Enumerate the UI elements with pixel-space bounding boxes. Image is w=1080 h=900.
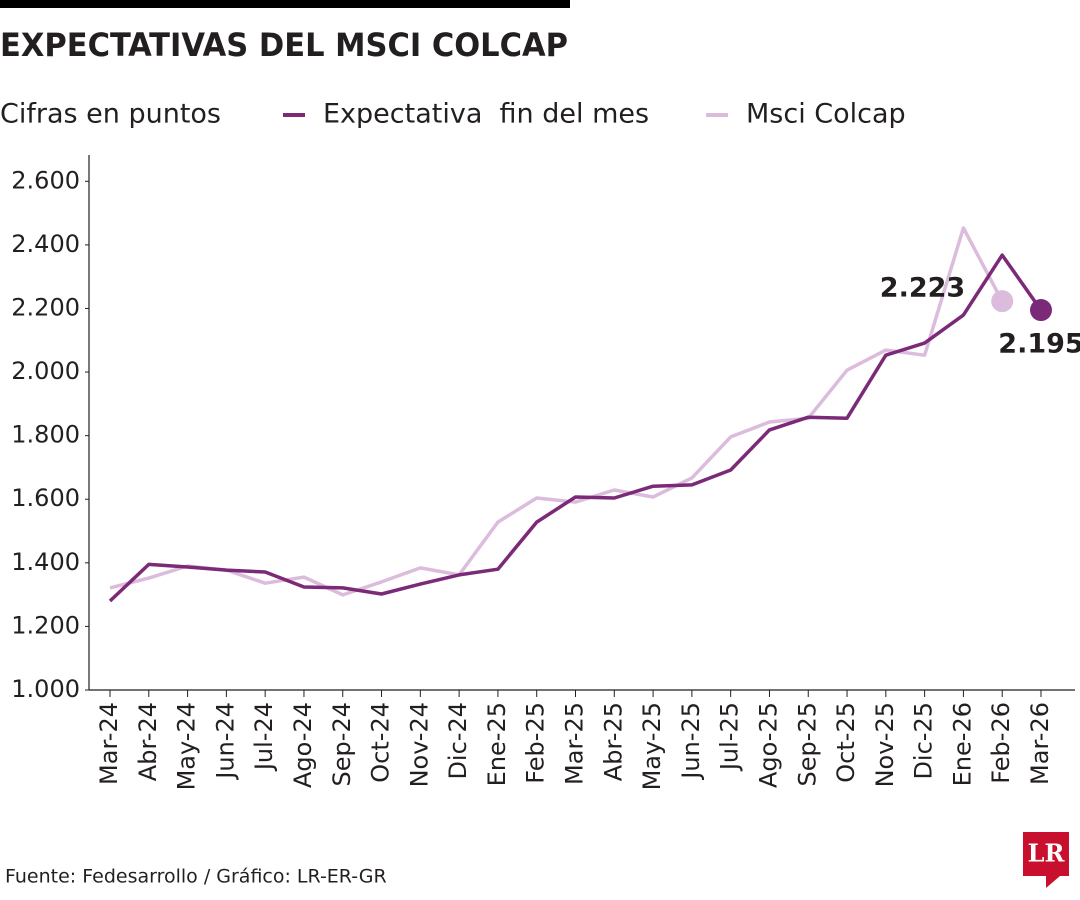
- x-tick-label: Feb-26: [987, 702, 1015, 784]
- y-tick-label: 1.800: [11, 421, 80, 449]
- x-tick-label: Abr-24: [134, 702, 162, 781]
- x-tick-label: Mar-24: [95, 702, 123, 785]
- x-tick-label: May-25: [638, 702, 666, 790]
- end-dot: [1030, 299, 1052, 322]
- series-line: [109, 226, 1004, 597]
- x-tick-label: Mar-25: [561, 702, 589, 785]
- x-tick-label: Sep-24: [328, 702, 356, 786]
- y-tick-label: 2.000: [11, 357, 80, 385]
- x-tick-label: Sep-25: [793, 702, 821, 786]
- y-tick-label: 1.000: [11, 675, 80, 703]
- x-tick-label: Abr-25: [599, 702, 627, 781]
- x-tick-label: Dic-24: [444, 702, 472, 780]
- x-tick-label: Dic-25: [910, 702, 938, 780]
- x-tick-label: Oct-25: [832, 702, 860, 783]
- x-tick-label: Mar-26: [1026, 702, 1054, 785]
- value-label: 2.223: [880, 273, 965, 304]
- logo-tail: [1046, 876, 1060, 888]
- top-bar: [0, 0, 570, 8]
- x-tick-label: Nov-25: [871, 702, 899, 787]
- x-tick-label: Jun-24: [211, 702, 239, 781]
- x-tick-label: Ago-24: [289, 702, 317, 788]
- logo: LR: [1028, 839, 1066, 868]
- x-tick-label: Jul-25: [716, 702, 744, 772]
- x-tick-label: May-24: [173, 702, 201, 790]
- chart-title: EXPECTATIVAS DEL MSCI COLCAP: [0, 26, 568, 64]
- x-tick-label: Ene-25: [483, 702, 511, 786]
- x-tick-label: Nov-24: [405, 702, 433, 787]
- y-tick-label: 2.600: [11, 166, 80, 194]
- x-tick-label: Ago-25: [754, 702, 782, 788]
- x-tick-label: Ene-26: [948, 702, 976, 786]
- y-tick-label: 1.600: [11, 484, 80, 512]
- legend-label: Msci Colcap: [746, 99, 906, 130]
- legend-label: Expectativa fin del mes: [323, 99, 649, 130]
- y-tick-label: 2.400: [11, 230, 80, 258]
- y-tick-label: 1.400: [11, 548, 80, 576]
- x-tick-label: Oct-24: [367, 702, 395, 783]
- y-tick-label: 2.200: [11, 293, 80, 321]
- x-tick-label: Jun-25: [677, 702, 705, 781]
- y-tick-label: 1.200: [11, 611, 80, 639]
- series-line: [108, 253, 1043, 603]
- end-dot: [991, 290, 1014, 313]
- x-tick-label: Feb-25: [522, 702, 550, 784]
- value-label: 2.195: [998, 329, 1080, 360]
- x-tick-label: Jul-24: [250, 702, 278, 772]
- logo-box: [1023, 832, 1069, 876]
- source: Fuente: Fedesarrollo / Gráfico: LR-ER-GR: [5, 866, 387, 888]
- subtitle: Cifras en puntos: [0, 99, 221, 130]
